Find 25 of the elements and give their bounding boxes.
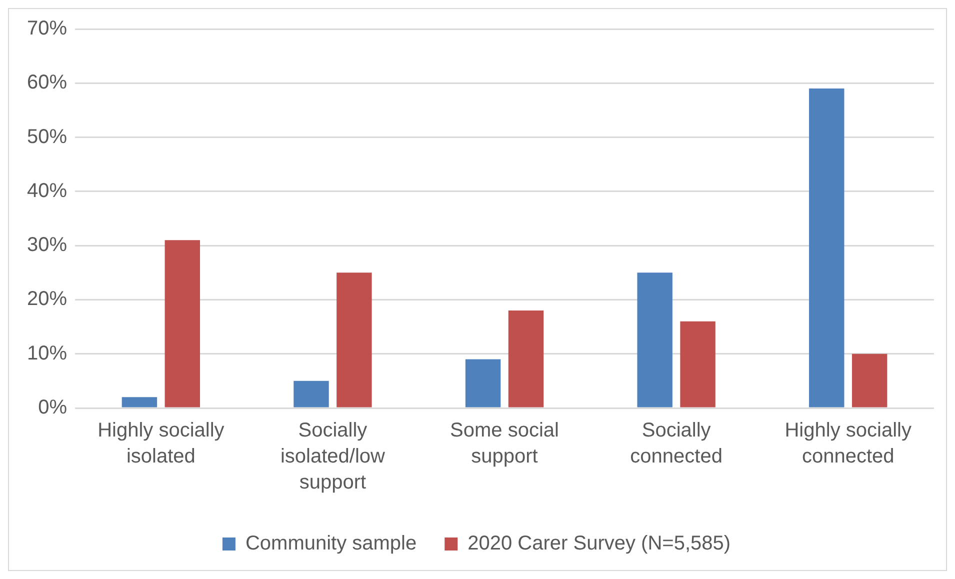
y-tick-label: 40% — [27, 180, 68, 202]
y-tick-label: 70% — [27, 18, 68, 40]
bar — [508, 310, 544, 408]
bar — [122, 397, 158, 408]
x-tick-label: Highly socially isolated — [98, 420, 224, 468]
y-tick-label: 20% — [27, 288, 68, 310]
y-tick-label: 60% — [27, 72, 68, 94]
x-tick-label: Socially connected — [630, 420, 722, 468]
y-tick-label: 10% — [27, 342, 68, 364]
bar — [164, 240, 200, 408]
bar — [336, 272, 372, 408]
y-tick-label: 0% — [38, 396, 68, 419]
bar — [294, 380, 329, 408]
bar — [852, 354, 888, 408]
bar — [637, 272, 672, 408]
bar — [809, 88, 844, 408]
bar — [680, 321, 716, 408]
x-tick-label: Highly socially connected — [784, 420, 912, 468]
legend-label: 2020 Carer Survey (N=5,585) — [468, 532, 731, 555]
y-tick-label: 30% — [27, 234, 68, 256]
legend-label: Community sample — [245, 532, 417, 555]
y-tick-label: 50% — [27, 126, 68, 148]
x-tick-label: Socially isolated/low support — [280, 420, 386, 494]
x-tick-label: Some social support — [450, 420, 559, 468]
bar — [465, 359, 501, 408]
